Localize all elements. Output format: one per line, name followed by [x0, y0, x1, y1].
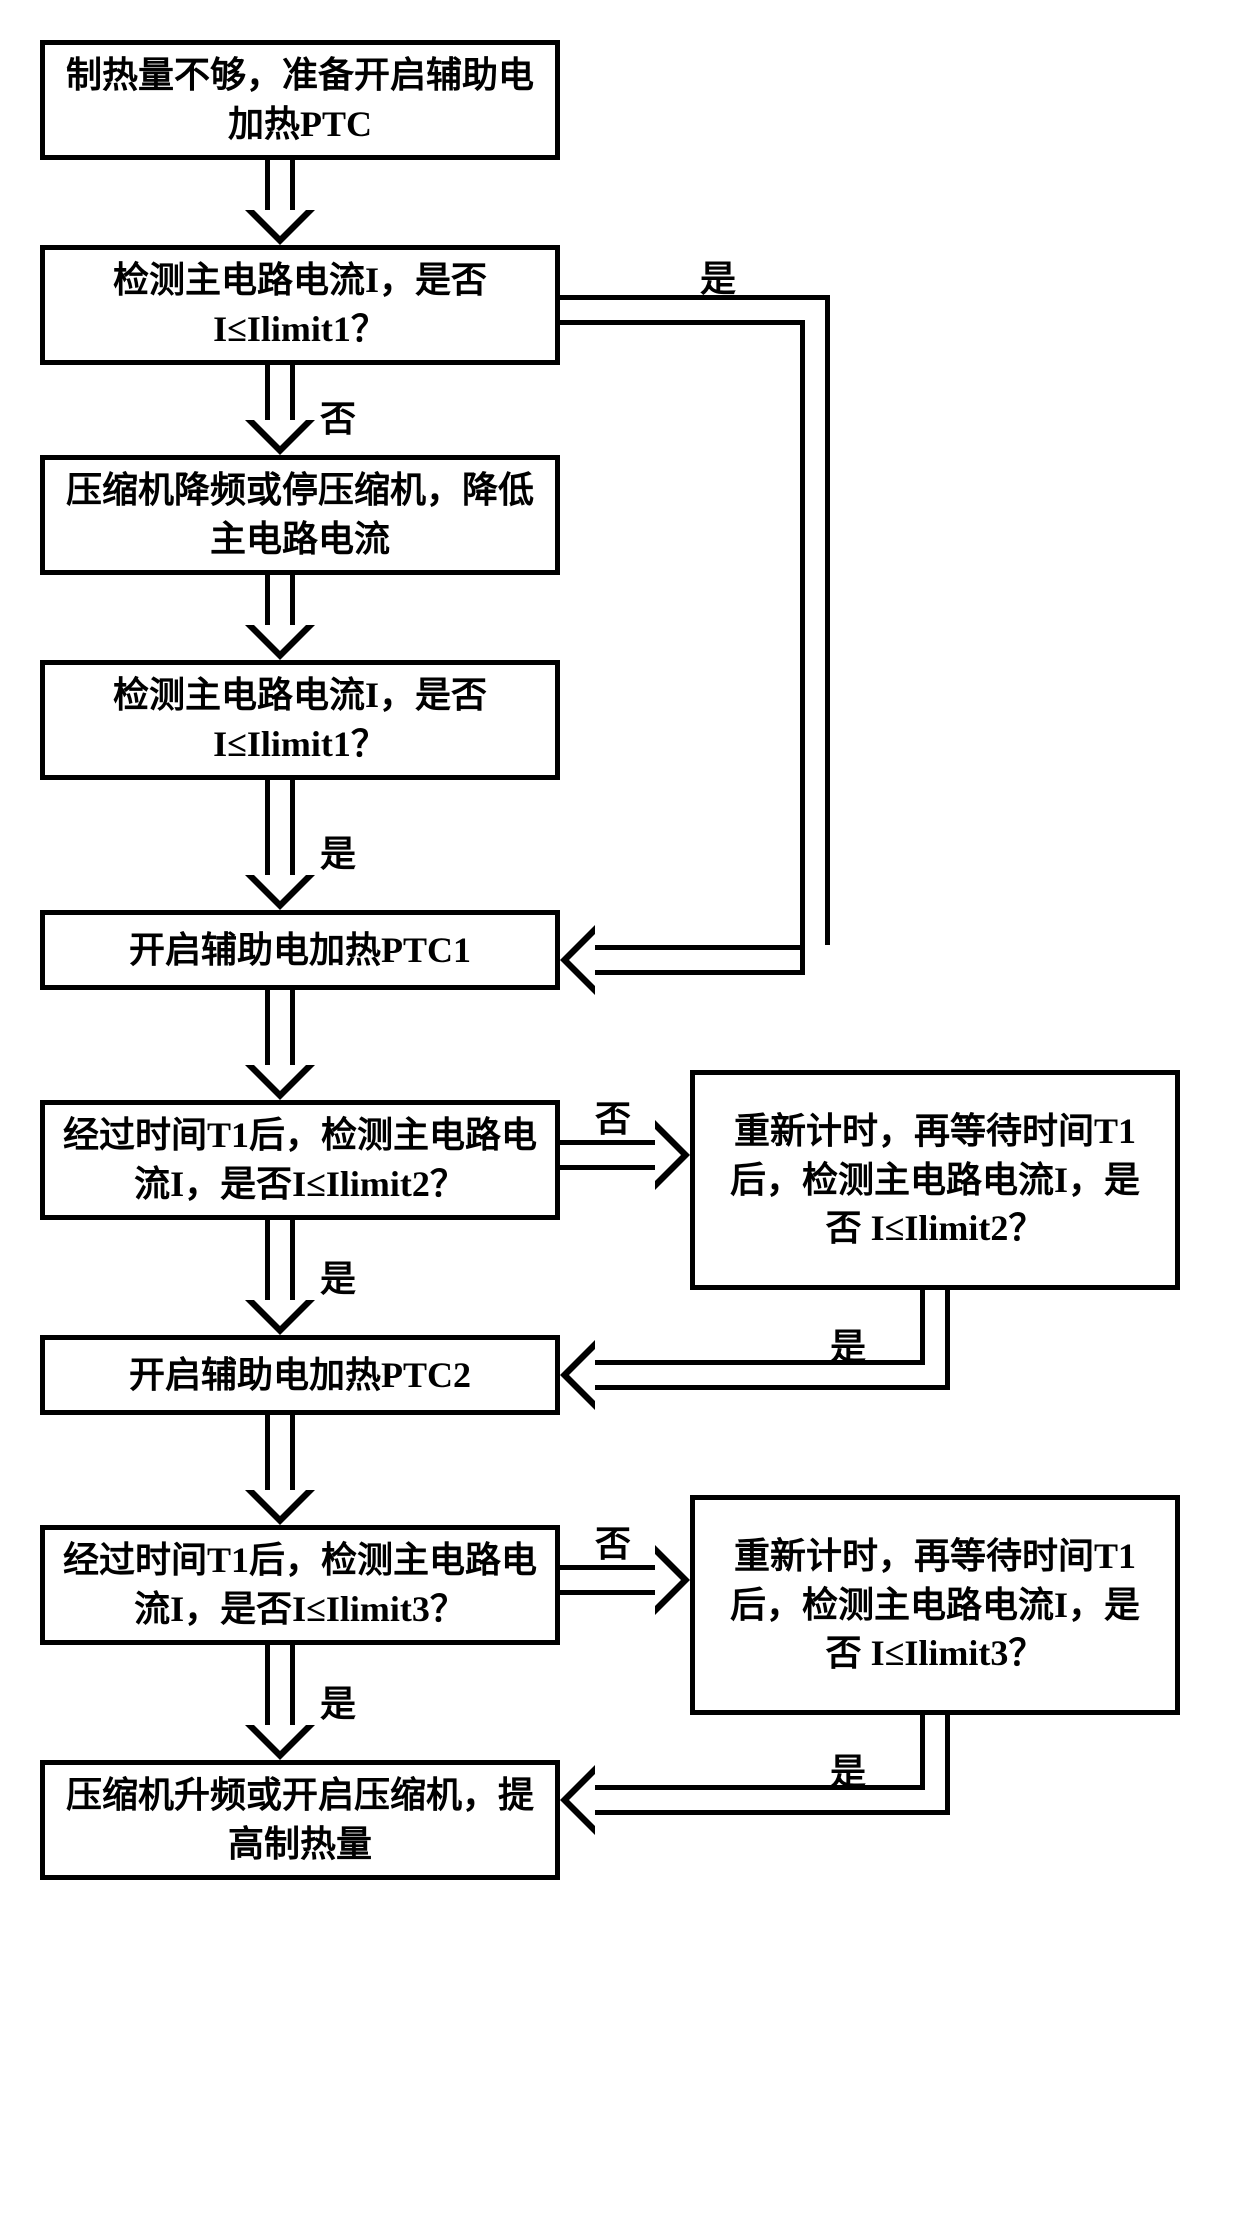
node-text: 开启辅助电加热PTC2 [129, 1351, 471, 1400]
node-text: 制热量不够，准备开启辅助电加热PTC [63, 51, 537, 148]
node-text: 开启辅助电加热PTC1 [129, 926, 471, 975]
label-yes: 是 [320, 825, 356, 877]
label-no: 否 [595, 1515, 631, 1567]
node-end: 压缩机升频或开启压缩机，提高制热量 [40, 1760, 560, 1880]
label-yes: 是 [320, 1250, 356, 1302]
flowchart-container: 制热量不够，准备开启辅助电加热PTC 检测主电路电流I，是否 I≤Ilimit1… [40, 40, 1200, 2180]
node-process-1: 压缩机降频或停压缩机，降低主电路电流 [40, 455, 560, 575]
node-start: 制热量不够，准备开启辅助电加热PTC [40, 40, 560, 160]
node-text: 压缩机降频或停压缩机，降低主电路电流 [63, 466, 537, 563]
node-decision-4: 经过时间T1后，检测主电路电流I，是否I≤Ilimit3？ [40, 1525, 560, 1645]
node-decision-1: 检测主电路电流I，是否 I≤Ilimit1？ [40, 245, 560, 365]
label-no: 否 [595, 1090, 631, 1142]
label-no: 否 [320, 390, 356, 442]
label-yes: 是 [320, 1675, 356, 1727]
node-decision-2: 检测主电路电流I，是否 I≤Ilimit1？ [40, 660, 560, 780]
node-text: 经过时间T1后，检测主电路电流I，是否I≤Ilimit2？ [63, 1111, 537, 1208]
node-text: 经过时间T1后，检测主电路电流I，是否I≤Ilimit3？ [63, 1536, 537, 1633]
node-text: 重新计时，再等待时间T1后，检测主电路电流I，是否 I≤Ilimit2？ [713, 1107, 1157, 1253]
label-yes: 是 [830, 1318, 866, 1370]
node-retry-2: 重新计时，再等待时间T1后，检测主电路电流I，是否 I≤Ilimit3？ [690, 1495, 1180, 1715]
label-yes: 是 [830, 1743, 866, 1795]
node-text: 重新计时，再等待时间T1后，检测主电路电流I，是否 I≤Ilimit3？ [713, 1532, 1157, 1678]
node-text: 检测主电路电流I，是否 I≤Ilimit1？ [63, 256, 537, 353]
node-retry-1: 重新计时，再等待时间T1后，检测主电路电流I，是否 I≤Ilimit2？ [690, 1070, 1180, 1290]
node-text: 压缩机升频或开启压缩机，提高制热量 [63, 1771, 537, 1868]
node-decision-3: 经过时间T1后，检测主电路电流I，是否I≤Ilimit2？ [40, 1100, 560, 1220]
node-text: 检测主电路电流I，是否 I≤Ilimit1？ [63, 671, 537, 768]
node-ptc2: 开启辅助电加热PTC2 [40, 1335, 560, 1415]
node-ptc1: 开启辅助电加热PTC1 [40, 910, 560, 990]
